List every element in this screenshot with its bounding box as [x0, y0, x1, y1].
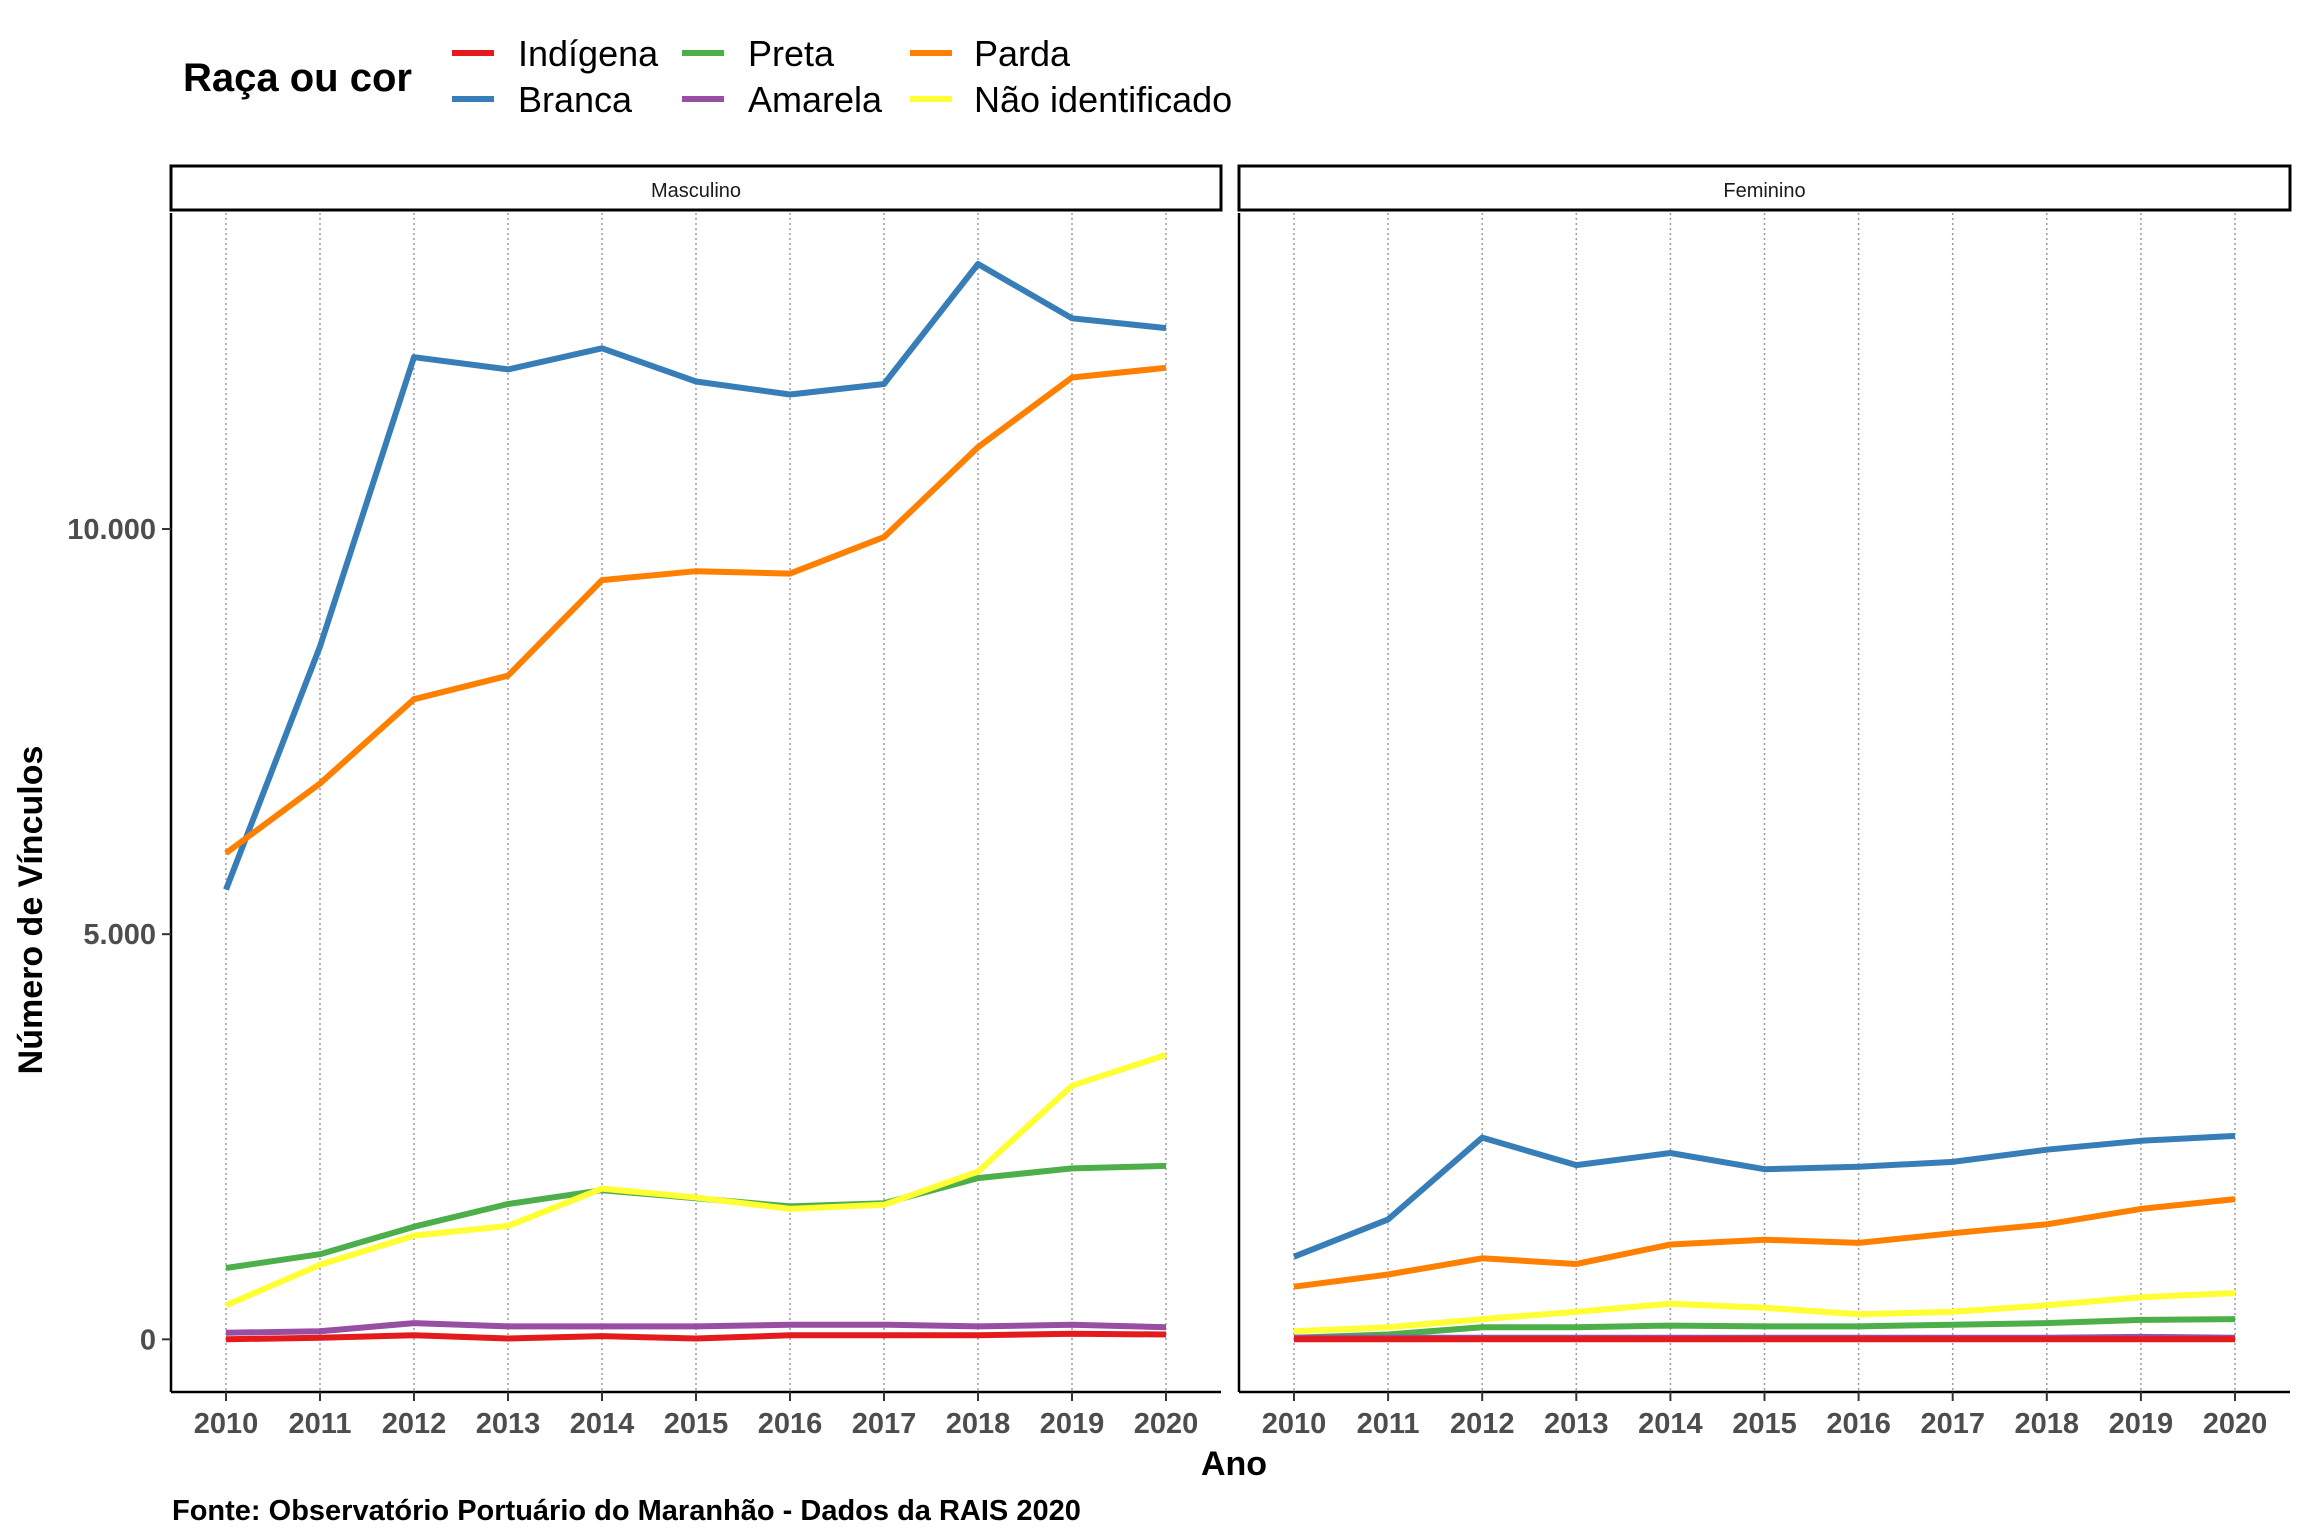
facet-strip-label-masculino: Masculino: [651, 180, 741, 202]
x-tick-label: 2013: [1544, 1408, 1609, 1440]
y-axis-title: Número de Vínculos: [12, 746, 50, 1075]
legend-title: Raça ou cor: [183, 56, 412, 100]
legend-item-branca: Branca: [452, 79, 633, 120]
legend-label-amarela: Amarela: [748, 79, 883, 120]
x-tick-label: 2019: [1040, 1408, 1105, 1440]
series-line-feminino-branca: [1292, 1132, 2236, 1260]
panel-masculino: Masculino 2010 2011 2012 2013 2014 2015 2016 201…: [67, 164, 1223, 1440]
series-line-feminino-nao-identificado: [1293, 1290, 2236, 1335]
legend-label-nao-identificado: Não identificado: [974, 79, 1232, 120]
x-tick-label: 2019: [2109, 1408, 2174, 1440]
x-tick-label: 2011: [289, 1408, 352, 1440]
x-tick-label: 2018: [2015, 1408, 2080, 1440]
x-tick-label: 2017: [852, 1408, 917, 1440]
x-tick-label: 2015: [664, 1408, 729, 1440]
x-tick-label: 2011: [1357, 1408, 1420, 1440]
x-tick-label: 2020: [2203, 1408, 2268, 1440]
facet-strip-label-feminino: Feminino: [1723, 180, 1805, 202]
legend-label-branca: Branca: [518, 79, 633, 120]
series-line-feminino-preta: [1293, 1316, 2236, 1341]
y-tick-label: 0: [140, 1324, 156, 1356]
series-line-masculino-branca: [223, 261, 1167, 891]
legend-item-amarela: Amarela: [682, 79, 883, 120]
series-line-masculino-nao-identificado: [224, 1052, 1167, 1309]
x-tick-label: 2013: [476, 1408, 541, 1440]
facet-strip-masculino: [169, 164, 1223, 212]
series-line-masculino-amarela: [225, 1320, 1167, 1336]
x-tick-label: 2012: [1450, 1408, 1515, 1440]
x-tick-label: 2018: [946, 1408, 1011, 1440]
x-tick-label: 2020: [1134, 1408, 1199, 1440]
y-tick-label: 5.000: [83, 919, 156, 951]
legend-item-preta: Preta: [682, 33, 835, 74]
facet-strip-feminino: [1237, 164, 2292, 212]
x-tick-label: 2016: [1826, 1408, 1891, 1440]
legend-item-nao-identificado: Não identificado: [910, 79, 1232, 120]
x-tick-label: 2010: [1262, 1408, 1327, 1440]
x-tick-label: 2017: [1920, 1408, 1985, 1440]
caption: Fonte: Observatório Portuário do Maranhã…: [172, 1495, 1081, 1527]
x-tick-label: 2016: [758, 1408, 823, 1440]
facet-panels: Masculino 2010 2011 2012 2013 2014 2015 2016 201…: [67, 164, 2292, 1440]
x-tick-label: 2014: [1638, 1408, 1703, 1440]
x-tick-label: 2014: [570, 1408, 635, 1440]
x-tick-label: 2015: [1732, 1408, 1797, 1440]
legend-item-indigena: Indígena: [452, 33, 659, 74]
series-line-masculino-parda: [224, 364, 1167, 856]
legend-item-parda: Parda: [910, 33, 1071, 74]
x-tick-label: 2010: [194, 1408, 259, 1440]
series-line-feminino-parda: [1293, 1196, 2236, 1290]
legend-label-indigena: Indígena: [518, 33, 659, 74]
legend-label-parda: Parda: [974, 33, 1071, 74]
legend: Raça ou cor Indígena Branca Preta Amarel…: [183, 33, 1232, 120]
series-line-masculino-indigena: [225, 1330, 1167, 1343]
y-tick-label: 10.000: [67, 514, 156, 546]
panel-feminino: Feminino 2010 2011 2012 2013 2014 2015 2016 2017…: [1237, 164, 2292, 1440]
x-tick-label: 2012: [382, 1408, 447, 1440]
legend-label-preta: Preta: [748, 33, 835, 74]
x-axis-title: Ano: [1201, 1445, 1267, 1483]
